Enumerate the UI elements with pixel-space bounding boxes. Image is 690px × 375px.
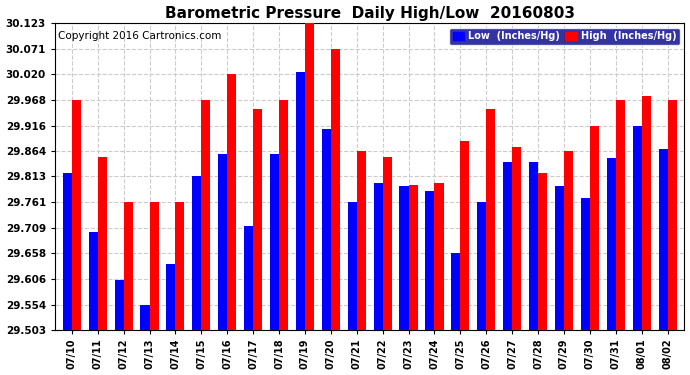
Bar [486,109,495,330]
Bar [529,162,538,330]
Bar [175,202,184,330]
Bar [477,202,486,330]
Bar [658,149,668,330]
Bar [615,100,625,330]
Bar [400,186,408,330]
Bar [590,126,599,330]
Bar [201,100,210,330]
Bar [141,304,150,330]
Bar [115,280,124,330]
Bar [88,232,98,330]
Bar [63,173,72,330]
Title: Barometric Pressure  Daily High/Low  20160803: Barometric Pressure Daily High/Low 20160… [165,6,575,21]
Bar [72,100,81,330]
Bar [564,151,573,330]
Bar [581,198,590,330]
Bar [322,129,331,330]
Bar [642,96,651,330]
Bar [124,202,132,330]
Bar [270,154,279,330]
Bar [357,151,366,330]
Bar [348,202,357,330]
Bar [503,162,512,330]
Bar [512,147,521,330]
Bar [538,173,547,330]
Bar [218,154,227,330]
Bar [98,157,107,330]
Legend: Low  (Inches/Hg), High  (Inches/Hg): Low (Inches/Hg), High (Inches/Hg) [449,28,680,45]
Bar [150,202,159,330]
Bar [435,183,444,330]
Bar [305,23,314,330]
Bar [426,191,435,330]
Bar [383,157,392,330]
Bar [227,74,236,330]
Bar [555,186,564,330]
Bar [331,49,340,330]
Bar [408,185,417,330]
Bar [166,264,175,330]
Bar [451,253,460,330]
Text: Copyright 2016 Cartronics.com: Copyright 2016 Cartronics.com [58,31,221,41]
Bar [633,126,642,330]
Bar [193,177,201,330]
Bar [607,158,615,330]
Bar [668,100,677,330]
Bar [373,183,383,330]
Bar [244,226,253,330]
Bar [460,141,469,330]
Bar [279,100,288,330]
Bar [296,72,305,330]
Bar [253,109,262,330]
